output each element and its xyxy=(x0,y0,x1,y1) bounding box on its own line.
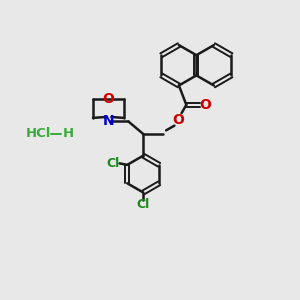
Text: Cl: Cl xyxy=(136,199,150,212)
Text: HCl: HCl xyxy=(26,127,51,140)
Text: O: O xyxy=(199,98,211,112)
Text: H: H xyxy=(63,127,74,140)
Text: O: O xyxy=(103,92,114,106)
Text: O: O xyxy=(172,113,184,127)
Text: Cl: Cl xyxy=(106,157,120,170)
Text: N: N xyxy=(103,115,114,128)
